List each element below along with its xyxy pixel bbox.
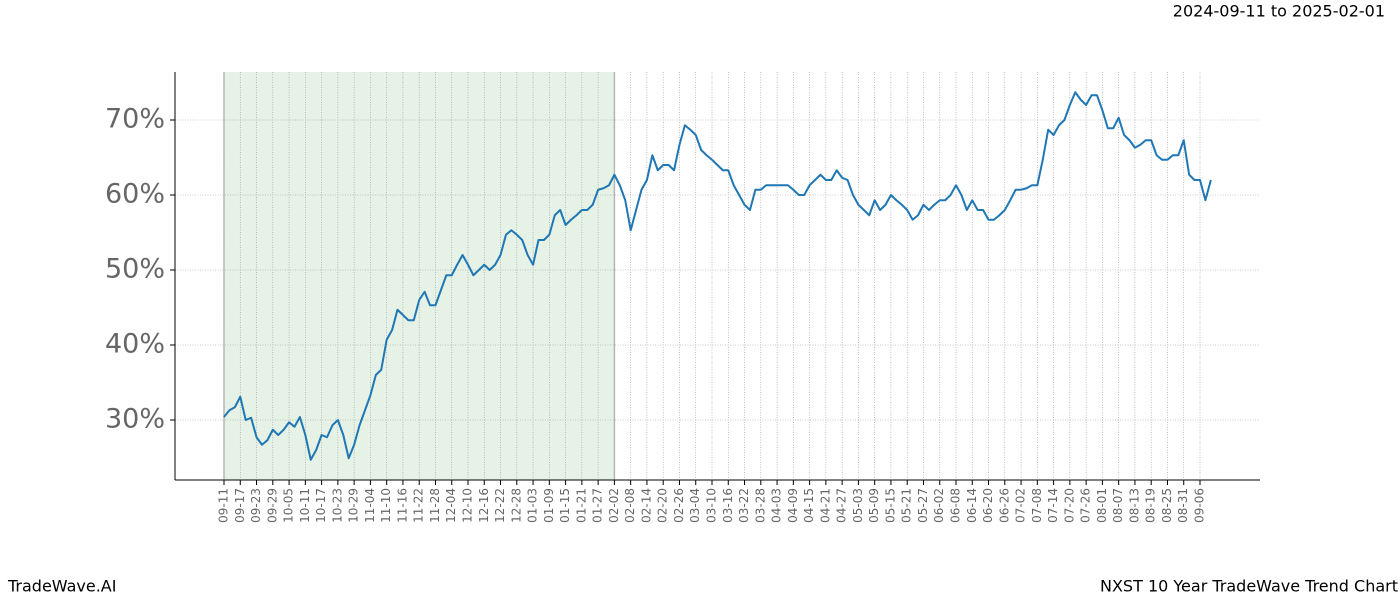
x-tick-label: 10-29: [347, 488, 361, 523]
x-tick-label: 08-13: [1127, 488, 1141, 523]
x-tick-label: 10-17: [314, 488, 328, 523]
x-tick-label: 05-09: [867, 488, 881, 523]
x-tick-label: 03-10: [705, 488, 719, 523]
x-tick-label: 09-23: [249, 488, 263, 523]
x-tick-label: 03-04: [688, 488, 702, 523]
x-tick-label: 05-21: [900, 488, 914, 523]
x-tick-label: 03-28: [753, 488, 767, 523]
x-tick-label: 04-03: [770, 488, 784, 523]
x-tick-label: 01-03: [526, 488, 540, 523]
x-tick-label: 09-11: [217, 488, 231, 523]
x-tick-label: 08-25: [1160, 488, 1174, 523]
x-tick-label: 10-05: [282, 488, 296, 523]
x-tick-label: 02-14: [639, 488, 653, 523]
x-tick-label: 06-08: [949, 488, 963, 523]
x-tick-label: 06-20: [981, 488, 995, 523]
x-tick-label: 05-15: [883, 488, 897, 523]
x-tick-label: 01-15: [558, 488, 572, 523]
x-tick-label: 12-28: [509, 488, 523, 523]
x-tick-label: 10-11: [298, 488, 312, 523]
y-tick-label: 40%: [105, 329, 165, 360]
x-tick-label: 07-20: [1062, 488, 1076, 523]
x-tick-label: 06-14: [965, 488, 979, 523]
x-tick-label: 11-16: [395, 488, 409, 523]
x-tick-label: 02-02: [607, 488, 621, 523]
x-tick-label: 03-22: [737, 488, 751, 523]
x-tick-label: 08-01: [1095, 488, 1109, 523]
x-tick-label: 09-06: [1193, 488, 1207, 523]
x-tick-label: 04-27: [835, 488, 849, 523]
y-tick-label: 30%: [105, 404, 165, 435]
x-tick-label: 02-26: [672, 488, 686, 523]
y-tick-label: 50%: [105, 254, 165, 285]
x-tick-label: 07-14: [1046, 488, 1060, 523]
x-tick-label: 01-21: [574, 488, 588, 523]
x-tick-label: 11-22: [412, 488, 426, 523]
x-tick-label: 06-02: [932, 488, 946, 523]
x-tick-label: 06-26: [997, 488, 1011, 523]
highlight-region: [224, 72, 615, 480]
x-tick-label: 09-29: [265, 488, 279, 523]
x-tick-label: 05-27: [916, 488, 930, 523]
line-series: [223, 91, 1212, 461]
x-tick-label: 10-23: [330, 488, 344, 523]
x-tick-label: 04-15: [802, 488, 816, 523]
x-tick-label: 04-09: [786, 488, 800, 523]
x-tick-label: 11-04: [363, 488, 377, 523]
x-tick-label: 12-16: [477, 488, 491, 523]
y-tick-label: 60%: [105, 179, 165, 210]
y-tick-label: 70%: [105, 104, 165, 135]
x-tick-label: 11-10: [379, 488, 393, 523]
chart-title: NXST 10 Year TradeWave Trend Chart: [1100, 577, 1398, 596]
x-tick-label: 05-03: [851, 488, 865, 523]
watermark: TradeWave.AI: [7, 577, 116, 596]
x-tick-label: 02-08: [623, 488, 637, 523]
x-tick-label: 01-27: [591, 488, 605, 523]
x-tick-label: 08-31: [1176, 488, 1190, 523]
chart-subtitle: 2024-09-11 to 2025-02-01: [1173, 2, 1385, 21]
x-tick-label: 12-04: [444, 488, 458, 523]
x-tick-label: 07-08: [1030, 488, 1044, 523]
x-tick-label: 02-20: [656, 488, 670, 523]
x-tick-label: 01-09: [542, 488, 556, 523]
x-tick-label: 04-21: [818, 488, 832, 523]
x-tick-label: 07-26: [1079, 488, 1093, 523]
x-tick-label: 12-10: [461, 488, 475, 523]
x-tick-label: 08-07: [1111, 488, 1125, 523]
x-tick-label: 08-19: [1144, 488, 1158, 523]
x-tick-label: 07-02: [1014, 488, 1028, 523]
x-tick-label: 12-22: [493, 488, 507, 523]
x-tick-label: 11-28: [428, 488, 442, 523]
x-tick-label: 03-16: [721, 488, 735, 523]
x-tick-label: 09-17: [233, 488, 247, 523]
